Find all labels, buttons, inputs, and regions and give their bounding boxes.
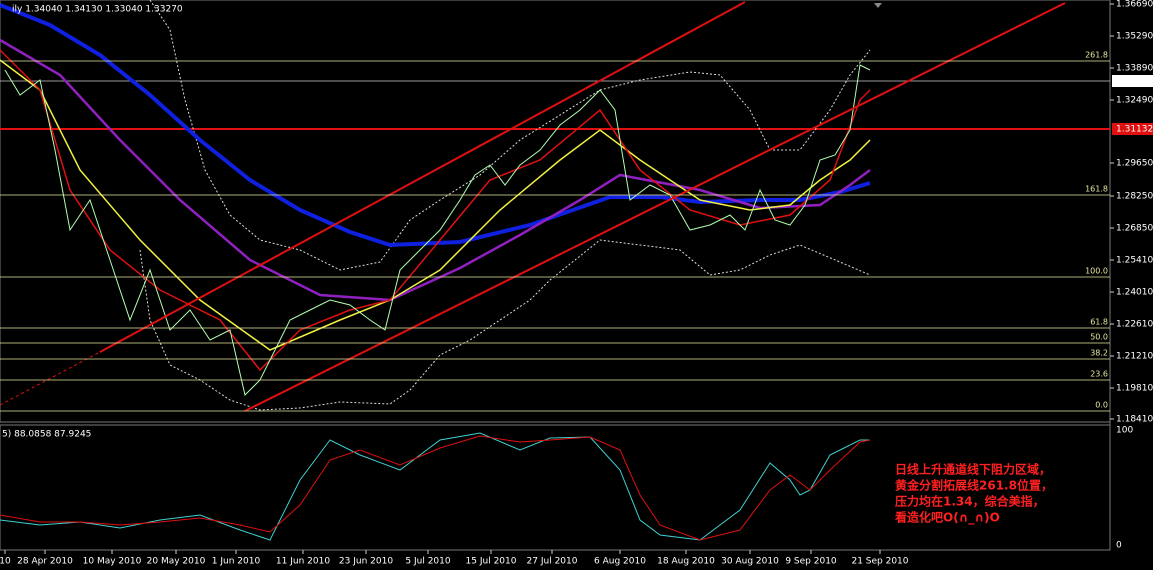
fib-label: 38.2 (1090, 349, 1108, 358)
date-label: 20 May 2010 (147, 557, 206, 567)
fib-label: 100.0 (1085, 267, 1108, 276)
price-label: 1.33890 (1116, 64, 1153, 74)
fib-label: 161.8 (1085, 185, 1108, 194)
annotation-line: 压力均在1.34，综合美指， (895, 494, 1045, 509)
annotation-line: 黄金分割拓展线261.8位置， (895, 478, 1053, 493)
annotation-line: 日线上升通道线下阻力区域， (895, 462, 1051, 477)
date-label: 10 May 2010 (83, 557, 142, 567)
ma-mid (0, 38, 871, 302)
date-label: 10 (0, 557, 11, 567)
resistance-price-box (1112, 123, 1153, 135)
date-label: 11 Jun 2010 (276, 557, 330, 567)
date-label: 21 Sep 2010 (851, 557, 908, 567)
bollinger-lower (139, 239, 871, 411)
annotation-line: 看造化吧O(∩_∩)O (895, 510, 1000, 526)
price-label: 1.26850 (1116, 224, 1153, 234)
oscillator-axis-label: 100 (1116, 426, 1133, 436)
price-line (4, 64, 871, 396)
date-label: 15 Jul 2010 (466, 557, 517, 567)
price-label: 1.24010 (1116, 288, 1153, 298)
price-label: 1.22610 (1116, 320, 1153, 330)
shift-marker (874, 3, 882, 8)
price-label: 1.28250 (1116, 192, 1153, 202)
oscillator-main (0, 432, 870, 541)
price-label: 1.36690 (1116, 0, 1153, 10)
current-price-box (1112, 75, 1153, 87)
ma-slow (0, 3, 871, 248)
date-label: 23 Jun 2010 (339, 557, 393, 567)
resistance-price-label: 1.31132 (1116, 125, 1153, 135)
chart-header: ily 1.34040 1.34130 1.33040 1.33270 (12, 5, 183, 15)
price-label: 1.19810 (1116, 384, 1153, 394)
channel-extension (0, 351, 101, 406)
price-label: 1.29650 (1116, 159, 1153, 169)
date-label: 1 Jun 2010 (212, 557, 261, 567)
price-label: 1.18410 (1116, 415, 1153, 425)
date-label: 30 Aug 2010 (721, 557, 779, 567)
oscillator-signal (0, 435, 871, 541)
current-price-label: 1.33270 (1116, 77, 1153, 87)
price-label: 1.35290 (1116, 32, 1153, 42)
price-label: 1.25410 (1116, 256, 1153, 266)
date-label: 27 Jul 2010 (527, 557, 578, 567)
date-label: 18 Aug 2010 (657, 557, 715, 567)
fib-label: 50.0 (1090, 333, 1108, 342)
bollinger-upper (149, 0, 871, 271)
fib-label: 61.8 (1090, 318, 1108, 327)
oscillator-axis-label: 0 (1116, 541, 1122, 551)
ma-fastest (0, 49, 871, 372)
fib-label: 261.8 (1085, 51, 1108, 60)
ma-fast (0, 59, 871, 351)
price-label: 1.21210 (1116, 352, 1153, 362)
date-label: 5 Jul 2010 (405, 557, 450, 567)
oscillator-header: 5) 88.0858 87.9245 (2, 430, 91, 440)
date-label: 28 Apr 2010 (17, 557, 73, 567)
date-label: 9 Sep 2010 (785, 557, 837, 567)
fib-label: 0.0 (1095, 401, 1108, 410)
price-label: 1.32490 (1116, 96, 1153, 106)
date-label: 6 Aug 2010 (594, 557, 646, 567)
channel-upper (99, 1, 746, 353)
fib-label: 23.6 (1090, 370, 1108, 379)
